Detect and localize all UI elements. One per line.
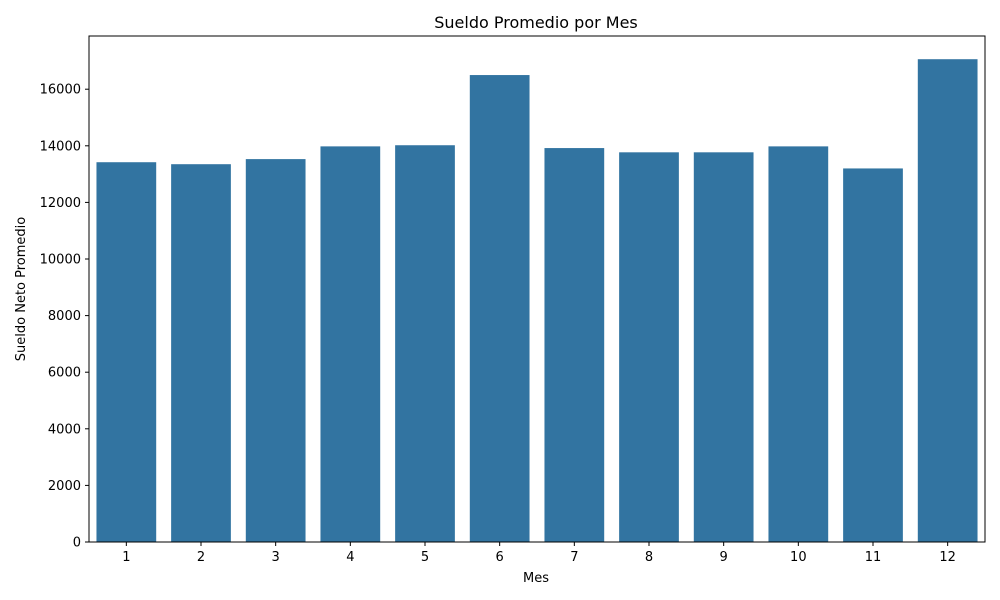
y-axis-label: Sueldo Neto Promedio [14,217,29,361]
y-tick-label: 10000 [40,253,81,268]
x-tick-label: 12 [939,550,956,565]
bar-8 [619,152,679,543]
bar-6 [469,75,530,543]
bar-10 [768,146,829,542]
x-tick-label: 6 [496,550,504,565]
y-tick-label: 12000 [40,196,81,211]
x-tick-label: 11 [865,550,882,565]
chart-title: Sueldo Promedio por Mes [434,13,638,32]
y-tick-label: 6000 [48,366,81,381]
y-tick-label: 16000 [40,83,81,98]
x-tick-label: 8 [645,550,653,565]
x-tick-label: 4 [346,550,354,565]
y-axis-ticks: 0 2000 4000 6000 8000 10000 12000 14000 16000 [40,83,89,551]
y-tick-label: 2000 [48,479,81,494]
x-tick-label: 2 [197,550,205,565]
x-tick-label: 10 [790,550,807,565]
x-tick-label: 5 [421,550,429,565]
x-axis-ticks: 1 2 3 4 5 6 7 8 9 10 11 12 [122,542,956,565]
x-tick-label: 1 [122,550,130,565]
y-tick-label: 0 [73,536,81,551]
y-tick-label: 4000 [48,422,81,437]
bar-12 [917,59,978,543]
bar-3 [245,159,306,542]
bar-2 [171,164,231,542]
bar-9 [693,152,754,543]
bar-11 [843,168,903,543]
plot-frame [88,35,986,543]
bar-4 [320,146,381,542]
bars-group [96,59,978,543]
x-axis-label: Mes [523,571,549,586]
bar-1 [96,162,157,543]
x-tick-label: 9 [720,550,728,565]
x-tick-label: 7 [570,550,578,565]
bar-5 [395,145,455,543]
x-tick-label: 3 [272,550,280,565]
y-tick-label: 8000 [48,309,81,324]
bar-7 [544,148,605,542]
y-tick-label: 14000 [40,139,81,154]
